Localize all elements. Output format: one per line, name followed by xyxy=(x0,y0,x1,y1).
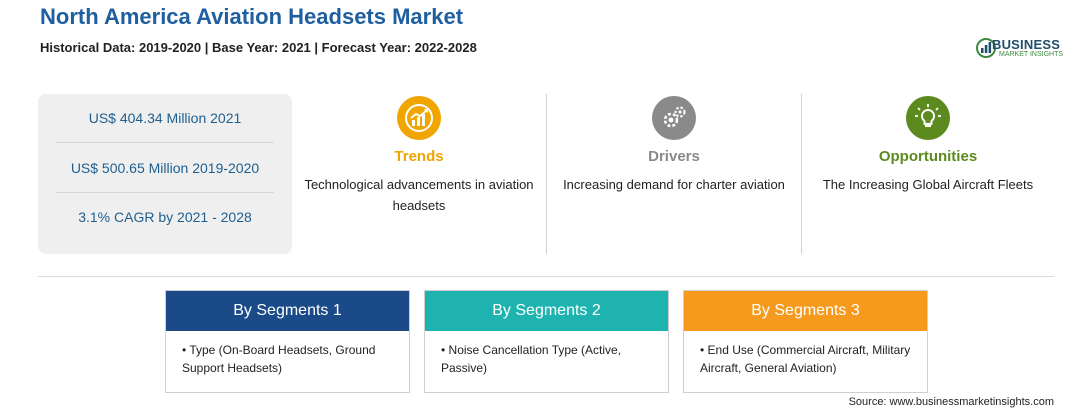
page-title: North America Aviation Headsets Market xyxy=(40,4,464,29)
feature-drivers: Drivers Increasing demand for charter av… xyxy=(559,96,789,195)
market-stats-panel: US$ 404.34 Million 2021 US$ 500.65 Milli… xyxy=(38,94,292,254)
feature-description: The Increasing Global Aircraft Fleets xyxy=(822,177,1034,192)
lightbulb-icon xyxy=(906,96,950,140)
feature-title: Drivers xyxy=(648,148,700,165)
segment-title: By Segments 2 xyxy=(425,291,668,331)
feature-trends: Trends Technological advancements in avi… xyxy=(304,96,534,216)
feature-title: Trends xyxy=(394,148,444,165)
segment-item: • Noise Cancellation Type (Active, Passi… xyxy=(441,343,622,375)
stat-market-size-2021: US$ 404.34 Million 2021 xyxy=(88,110,242,126)
vertical-divider xyxy=(801,94,802,254)
stat-cagr: 3.1% CAGR by 2021 - 2028 xyxy=(78,209,252,225)
logo-name: BUSINESS xyxy=(992,37,1061,52)
segment-title: By Segments 3 xyxy=(684,291,927,331)
feature-title: Opportunities xyxy=(878,148,978,165)
horizontal-divider xyxy=(38,276,1054,277)
vertical-divider xyxy=(546,94,547,254)
page-subtitle: Historical Data: 2019-2020 | Base Year: … xyxy=(40,40,477,55)
company-logo: BUSINESS MARKET INSIGHTS xyxy=(975,36,1070,64)
logo-subtext: MARKET INSIGHTS xyxy=(999,51,1064,58)
segment-card-1: By Segments 1 • Type (On-Board Headsets,… xyxy=(165,290,410,393)
segment-item: • End Use (Commercial Aircraft, Military… xyxy=(700,343,911,375)
segment-card-3: By Segments 3 • End Use (Commercial Airc… xyxy=(683,290,928,393)
feature-description: Technological advancements in aviation h… xyxy=(304,177,534,213)
source-link[interactable]: Source: www.businessmarketinsights.com xyxy=(848,396,1054,408)
stat-market-size-historic: US$ 500.65 Million 2019-2020 xyxy=(70,160,260,176)
feature-opportunities: Opportunities The Increasing Global Airc… xyxy=(813,96,1043,195)
segment-card-2: By Segments 2 • Noise Cancellation Type … xyxy=(424,290,669,393)
stat-divider xyxy=(56,142,274,143)
trend-chart-icon xyxy=(397,96,441,140)
stat-divider xyxy=(56,192,274,193)
segment-title: By Segments 1 xyxy=(166,291,409,331)
gears-icon xyxy=(652,96,696,140)
feature-description: Increasing demand for charter aviation xyxy=(563,177,785,192)
segment-item: • Type (On-Board Headsets, Ground Suppor… xyxy=(182,343,376,375)
logo-mark-icon xyxy=(976,38,996,58)
